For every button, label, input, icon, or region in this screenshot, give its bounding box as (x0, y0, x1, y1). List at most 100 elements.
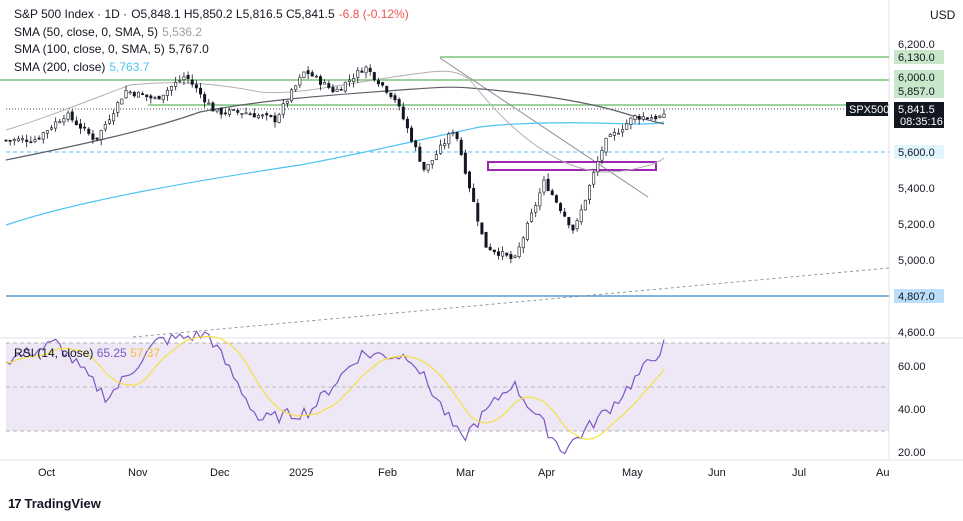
candle-body (74, 120, 78, 126)
candle-body (554, 195, 558, 203)
candle-body (37, 137, 41, 140)
chart-legend: S&P 500 Index · 1D · O5,848.1 H5,850.2 L… (14, 6, 409, 76)
candle-body (120, 98, 124, 105)
sma50-value: 5,536.2 (162, 24, 203, 39)
sma100-value: 5,767.0 (168, 42, 209, 56)
rsi-axis[interactable]: 60.00 40.00 20.00 (898, 361, 926, 459)
candle-body (273, 115, 277, 123)
candle-body (600, 150, 604, 161)
candle-body (492, 249, 496, 253)
time-tick-jun: Jun (708, 467, 726, 479)
candle-body (232, 109, 236, 111)
candle-body (21, 138, 25, 141)
candle-body (103, 124, 107, 130)
price-change: -6.8 (-0.12%) (338, 7, 409, 21)
candle-body (633, 115, 637, 120)
candle-body (583, 199, 587, 211)
candle-body (575, 220, 579, 229)
candle-body (141, 93, 145, 95)
time-tick-apr: Apr (538, 467, 555, 479)
candle-body (153, 97, 157, 99)
indicator-sma100[interactable]: SMA (100, close, 0, SMA, 5) 5,767.0 (14, 41, 409, 59)
candle-body (112, 113, 116, 122)
brand-name: TradingView (24, 496, 101, 511)
candle-body (281, 103, 285, 115)
candle-body (662, 113, 666, 118)
candle-body (455, 131, 459, 140)
candle-body (525, 222, 529, 240)
candle-body (306, 70, 310, 75)
candle-body (227, 109, 231, 115)
candle-body (265, 113, 269, 116)
time-tick-may: May (622, 467, 643, 479)
candle-body (459, 139, 463, 155)
candle-body (50, 127, 54, 130)
candle-body (592, 172, 596, 185)
currency-label[interactable]: USD (930, 8, 956, 22)
candle-body (501, 251, 505, 257)
time-tick-oct: Oct (38, 467, 55, 479)
candle-body (8, 140, 12, 142)
sma200-label: SMA (200, close) (14, 59, 106, 74)
candle-body (604, 137, 608, 153)
candle-body (476, 202, 480, 222)
candle-body (54, 121, 58, 129)
candle-body (269, 114, 273, 117)
candle-body (385, 86, 389, 93)
candle-body (513, 255, 517, 258)
candle-body (66, 112, 70, 120)
candle-body (33, 139, 37, 142)
time-tick-aug: Au (876, 467, 889, 479)
trendline-down (439, 57, 649, 198)
candle-body (331, 87, 335, 93)
rsi-tick-60: 60.00 (898, 361, 926, 373)
candle-body (215, 108, 219, 112)
candle-body (285, 100, 289, 104)
candle-body (223, 112, 227, 115)
tradingview-brand[interactable]: 17 TradingView (8, 496, 101, 511)
candle-body (641, 116, 645, 120)
label-4807: 4,807.0 (898, 291, 935, 303)
label-5841: 5,841.5 (898, 104, 935, 116)
candle-body (107, 119, 111, 124)
candle-body (124, 90, 128, 99)
candle-body (339, 89, 343, 91)
candle-body (530, 212, 534, 222)
candle-body (376, 80, 380, 85)
symbol-title[interactable]: S&P 500 Index · 1D · (14, 7, 128, 21)
candle-body (608, 134, 612, 137)
indicator-sma200[interactable]: SMA (200, close) 5,763.7 (14, 59, 409, 77)
candle-body (178, 80, 182, 82)
candle-body (405, 118, 409, 129)
candle-body (534, 204, 538, 213)
rsi-line (5, 330, 665, 455)
sma100-label: SMA (100, close, 0, SMA, 5) (14, 42, 165, 56)
rsi-ma-line (5, 335, 665, 440)
candle-body (426, 164, 430, 171)
candle-body (467, 171, 471, 189)
sma100-line (5, 86, 665, 161)
candle-body (277, 114, 281, 123)
candle-body (132, 92, 136, 97)
candle-body (136, 91, 140, 98)
price-axis[interactable]: 6,200.0 5,400.0 5,200.0 5,000.0 4,600.0 (898, 39, 935, 339)
candle-body (422, 161, 426, 170)
time-tick-mar: Mar (456, 467, 475, 479)
price-tick-5400: 5,400.0 (898, 183, 935, 195)
candle-body (372, 72, 376, 81)
candle-body (170, 86, 174, 91)
candle-body (488, 246, 492, 251)
candle-body (546, 178, 550, 191)
candle-body (335, 88, 339, 92)
rsi-legend[interactable]: RSI (14, close) 65.25 57.37 (14, 346, 160, 360)
price-tick-5200: 5,200.0 (898, 219, 935, 231)
indicator-sma50[interactable]: SMA (50, close, 0, SMA, 5) 5,536.2 (14, 24, 409, 42)
candle-body (538, 192, 542, 207)
candle-body (393, 95, 397, 101)
time-axis[interactable]: Oct Nov Dec 2025 Feb Mar Apr May Jun Jul… (38, 467, 889, 479)
label-5600: 5,600.0 (898, 147, 935, 159)
symbol-row[interactable]: S&P 500 Index · 1D · O5,848.1 H5,850.2 L… (14, 6, 409, 24)
candle-body (62, 118, 66, 123)
candle-body (174, 81, 178, 87)
